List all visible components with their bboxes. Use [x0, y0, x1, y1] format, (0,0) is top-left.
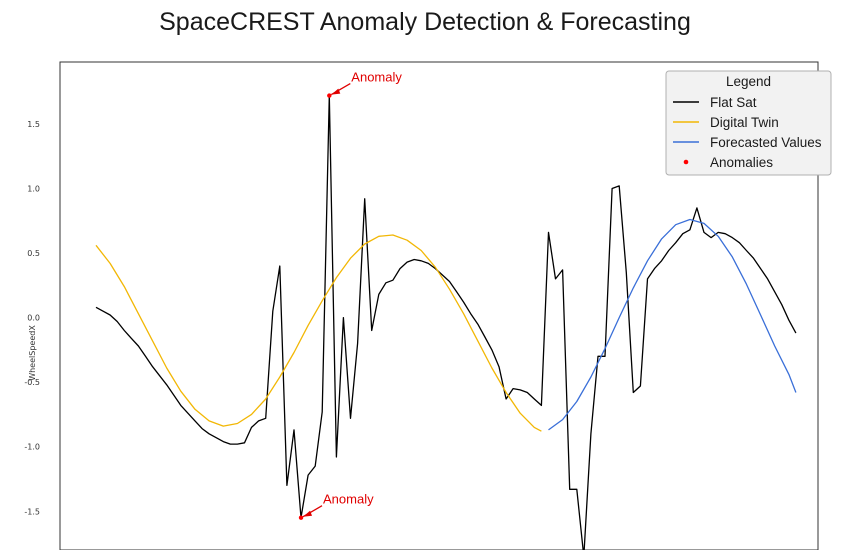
y-tick-label: 0.0	[27, 314, 40, 323]
series-line-flat-sat	[95, 94, 797, 550]
anomaly-point	[327, 93, 332, 98]
legend: Legend Flat Sat Digital Twin Forecasted Val…	[665, 70, 832, 176]
series-line-forecasted-values	[548, 218, 797, 431]
anomaly-point	[298, 515, 304, 520]
legend-label-anomalies: Anomalies	[710, 155, 773, 170]
chart-title: SpaceCREST Anomaly Detection & Forecasti…	[159, 8, 691, 36]
anomaly-arrowhead	[303, 510, 313, 517]
anomaly-annotation: Anomaly	[351, 70, 402, 85]
legend-label-forecasted-values: Forecasted Values	[710, 135, 822, 150]
anomaly-arrowhead	[331, 88, 341, 95]
series-layer	[95, 94, 797, 550]
y-tick-label: 0.5	[27, 249, 40, 258]
y-tick-label: -0.5	[24, 378, 40, 387]
y-axis: -1.5 -1.0 -0.5 0.0 0.5 1.0 1.5 WheelSpeedX	[24, 120, 40, 516]
anomaly-annotation: Anomaly	[323, 492, 374, 507]
legend-label-flat-sat: Flat Sat	[710, 95, 757, 110]
legend-marker-anomalies	[683, 159, 689, 165]
y-tick-label: -1.5	[24, 507, 40, 516]
legend-title: Legend	[726, 74, 771, 89]
y-tick-label: 1.0	[27, 185, 40, 194]
y-tick-label: -1.0	[24, 443, 40, 452]
legend-label-digital-twin: Digital Twin	[710, 115, 779, 130]
legend-box	[665, 70, 832, 176]
anomaly-layer: Anomaly Anomaly	[298, 70, 402, 520]
y-tick-label: 1.5	[27, 120, 40, 129]
series-line-digital-twin	[95, 234, 542, 432]
y-axis-label: WheelSpeedX	[28, 325, 37, 381]
